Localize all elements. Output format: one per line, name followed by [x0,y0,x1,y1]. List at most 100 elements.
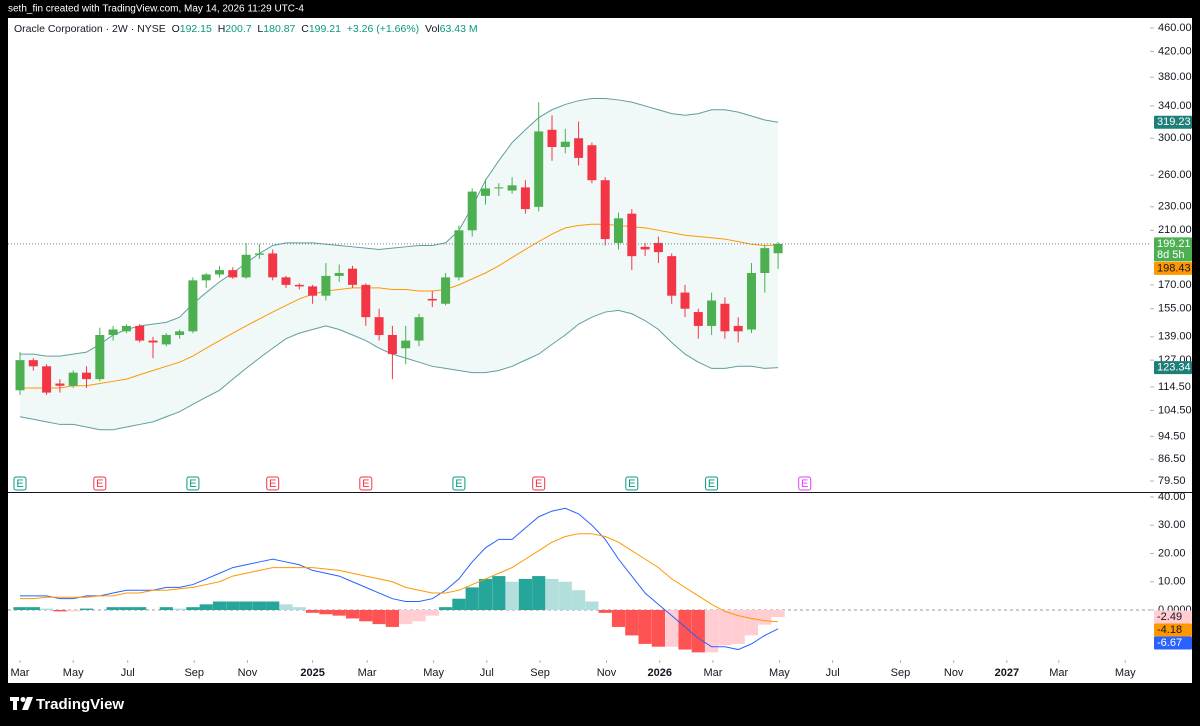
histogram-bar [66,609,80,612]
earnings-marker [13,476,27,491]
legend-key: C [301,23,309,35]
band-line [20,223,779,389]
histogram-bar [744,609,759,636]
histogram-bar [306,609,320,613]
histogram-bar [79,608,94,610]
histogram-bar [598,609,612,613]
brand-logo [10,697,33,710]
histogram-bar [133,607,147,610]
price-label: 319.23 [1157,116,1191,128]
candle-body [28,360,38,367]
candle-body [82,372,91,380]
y-tick-label: 340.00 [1158,100,1192,112]
histogram-bar [585,601,599,610]
histogram-bar [119,607,133,610]
histogram-bar [478,578,493,610]
histogram-bar [40,608,54,610]
legend-key: H [217,23,226,35]
price-label-box [1154,261,1192,275]
price-label: -4.18 [1157,624,1182,636]
histogram-bar [226,601,240,610]
candle-body [348,268,357,285]
price-label-box [1154,237,1192,262]
candle-body [361,284,371,318]
histogram-bar [199,604,213,610]
candle-body [507,185,517,191]
histogram-bar [678,609,692,650]
brand: TradingView [36,696,124,713]
earnings-label: E [535,478,542,490]
candle-body [720,303,730,332]
x-tick-label: Jul [121,667,135,679]
candle-body [308,286,318,296]
macd-line [20,533,779,623]
y-tick-label: 460.00 [1158,22,1192,34]
candle-body [55,383,65,386]
candle-body [228,270,238,278]
earnings-label: E [189,478,196,490]
candle-body [693,312,703,326]
earnings-marker [798,476,812,491]
price-label: 199.21 [1157,238,1191,250]
x-tick-label: 2026 [647,667,671,679]
histogram-bar [558,581,572,610]
y-tick-label: 30.00 [1158,519,1186,531]
histogram-bar [651,609,665,647]
y-tick-label: 300.00 [1158,132,1192,144]
histogram-bar [106,607,120,610]
earnings-marker [452,476,466,491]
x-tick-label: Jul [480,667,494,679]
candle-body [401,340,411,349]
candle-body [135,325,145,341]
earnings-marker [359,476,373,491]
candle-body [680,292,690,309]
price-label: -6.67 [1157,637,1182,649]
x-tick-label: Jul [826,667,840,679]
countdown: 8d 5h [1157,249,1185,261]
candle-body [188,280,198,332]
histogram-bar [279,604,293,610]
histogram-bar [638,609,652,644]
candle-body [254,253,264,255]
earnings-label: E [708,478,715,490]
candle-body [321,275,331,296]
histogram-bar [372,609,386,625]
candle-body [587,145,597,181]
earnings-label: E [455,478,462,490]
x-tick-label: Nov [597,667,617,679]
histogram-bar [399,609,413,625]
x-tick-label: May [769,667,790,679]
legend-key: Vol [425,23,440,35]
histogram-bar [705,609,719,653]
histogram-bar [239,601,253,610]
price-label-box [1154,115,1192,129]
price-label-box [1154,636,1192,650]
candle-body [108,329,118,335]
candle-body [387,334,397,355]
histogram-bar [771,609,785,618]
price-label: 198.43 [1157,262,1191,274]
x-tick-label: Sep [530,667,550,679]
macd-line [20,507,779,651]
y-tick-label: 20.00 [1158,547,1186,559]
histogram-bar [212,601,227,610]
histogram-bar [545,578,559,610]
legend-change: +3.26 (+1.66%) [346,23,420,35]
histogram-bar [26,607,40,610]
histogram-bar [319,609,333,615]
legend-value: 180.87 [263,23,296,35]
y-tick-label: 380.00 [1158,71,1192,83]
x-tick-label: Nov [944,667,964,679]
candle-body [481,188,490,196]
candle-body [627,213,637,257]
candle-body [773,243,783,254]
candle-body [281,277,291,285]
histogram-bar [731,609,745,644]
candle-body [547,129,557,147]
earnings-label: E [628,478,635,490]
chart-background [8,18,1192,683]
candle-body [268,253,278,278]
histogram-bar [173,608,187,610]
histogram-bar [611,609,626,627]
candle-body [334,272,344,276]
